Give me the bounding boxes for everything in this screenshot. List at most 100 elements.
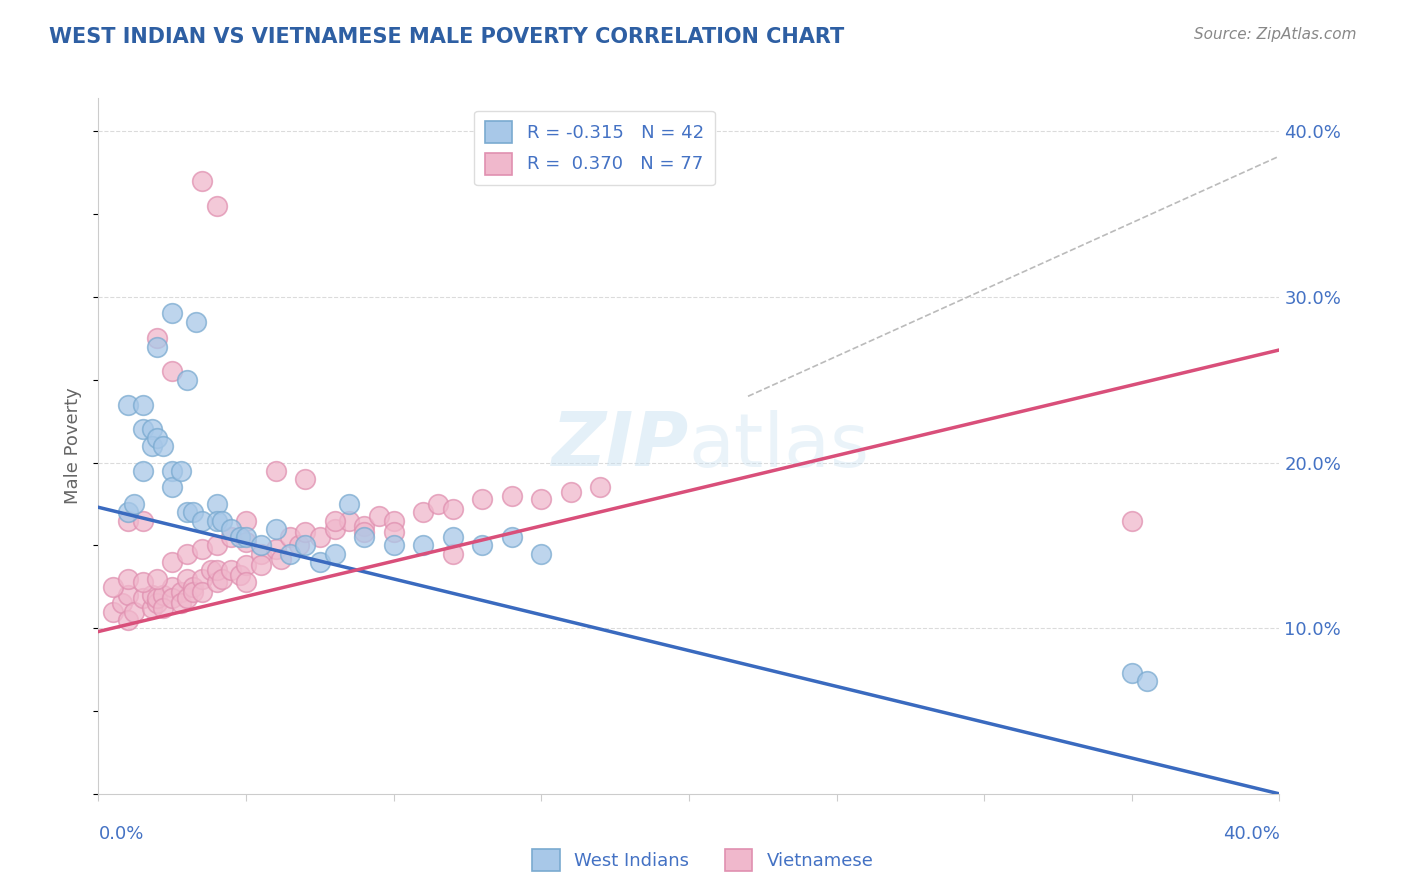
Point (152, 601, 174, 615)
Point (103, 605, 125, 619)
Point (181, 584, 204, 599)
Point (162, 555, 183, 569)
Point (117, 572, 139, 586)
Point (146, 596, 169, 610)
Point (309, 530, 332, 544)
Text: atlas: atlas (689, 409, 870, 483)
Point (141, 601, 163, 615)
Point (471, 538, 494, 552)
Point (117, 398, 139, 412)
Point (412, 538, 434, 552)
Point (250, 547, 273, 561)
Point (235, 530, 257, 544)
Point (211, 572, 233, 586)
Point (501, 530, 523, 544)
Point (1121, 665, 1143, 680)
Point (294, 525, 316, 540)
Point (280, 547, 302, 561)
Text: 40.0%: 40.0% (1223, 825, 1279, 843)
Point (221, 563, 243, 577)
Point (181, 505, 204, 519)
Point (141, 588, 163, 602)
Point (162, 580, 183, 594)
Point (441, 547, 464, 561)
Point (146, 431, 169, 445)
Point (229, 530, 252, 544)
Point (1136, 674, 1159, 689)
Point (353, 525, 375, 540)
Point (162, 306, 183, 320)
Point (176, 591, 198, 606)
Point (205, 514, 228, 528)
Point (162, 464, 183, 478)
Point (211, 514, 233, 528)
Point (205, 497, 228, 511)
Point (501, 489, 523, 503)
Point (152, 439, 174, 453)
Point (221, 530, 243, 544)
Point (264, 522, 287, 536)
Point (368, 508, 391, 523)
Point (250, 538, 273, 552)
Point (162, 480, 183, 494)
Point (589, 480, 612, 494)
Point (250, 558, 273, 573)
Point (176, 572, 198, 586)
Point (176, 547, 198, 561)
Point (170, 464, 193, 478)
Point (205, 538, 228, 552)
Point (111, 596, 134, 610)
Point (122, 497, 145, 511)
Point (132, 464, 155, 478)
Point (132, 514, 155, 528)
Point (191, 514, 214, 528)
Point (323, 547, 346, 561)
Point (117, 613, 139, 627)
Text: WEST INDIAN VS VIETNAMESE MALE POVERTY CORRELATION CHART: WEST INDIAN VS VIETNAMESE MALE POVERTY C… (49, 27, 845, 46)
Point (191, 174, 214, 188)
Point (103, 580, 125, 594)
Point (235, 535, 257, 549)
Point (294, 538, 316, 552)
Point (146, 591, 169, 606)
Point (132, 422, 155, 436)
Point (339, 497, 361, 511)
Point (280, 530, 302, 544)
Text: 0.0%: 0.0% (98, 825, 143, 843)
Point (205, 574, 228, 589)
Point (132, 398, 155, 412)
Point (176, 505, 198, 519)
Point (191, 572, 214, 586)
Point (132, 591, 155, 606)
Point (412, 505, 434, 519)
Point (530, 491, 553, 506)
Point (235, 514, 257, 528)
Point (146, 572, 169, 586)
Point (191, 584, 214, 599)
Point (471, 491, 494, 506)
Point (117, 588, 139, 602)
Point (294, 472, 316, 486)
Point (235, 558, 257, 573)
Point (235, 574, 257, 589)
Y-axis label: Male Poverty: Male Poverty (65, 388, 83, 504)
Point (309, 555, 332, 569)
Point (141, 422, 163, 436)
Point (441, 530, 464, 544)
Text: Source: ZipAtlas.com: Source: ZipAtlas.com (1194, 27, 1357, 42)
Point (146, 331, 169, 345)
Point (382, 525, 405, 540)
Point (117, 505, 139, 519)
Point (184, 315, 207, 329)
Point (170, 596, 193, 610)
Point (288, 538, 311, 552)
Point (132, 574, 155, 589)
Point (162, 591, 183, 606)
Point (264, 541, 287, 556)
Point (427, 497, 450, 511)
Point (270, 551, 292, 566)
Point (170, 584, 193, 599)
Point (141, 439, 163, 453)
Point (122, 605, 145, 619)
Point (323, 514, 346, 528)
